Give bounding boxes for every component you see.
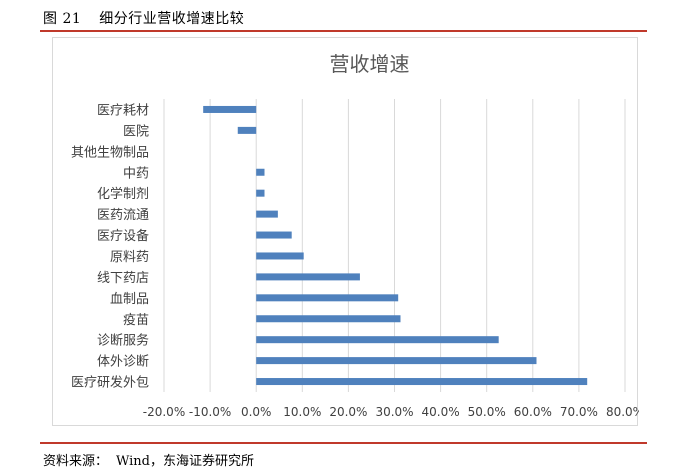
category-label: 疫苗 — [123, 312, 149, 328]
category-label: 体外诊断 — [97, 355, 149, 370]
category-label: 化学制剂 — [97, 186, 149, 202]
source-note: 资料来源： Wind，东海证券研究所 — [43, 450, 262, 469]
figure-number: 图 21 — [43, 11, 82, 27]
bar — [203, 105, 257, 113]
bar — [256, 336, 499, 344]
figure-caption: 细分行业营收增速比较 — [99, 11, 245, 27]
category-label: 医院 — [123, 124, 149, 139]
bar — [256, 378, 588, 386]
category-label: 诊断服务 — [97, 333, 149, 349]
category-label: 医疗耗材 — [97, 103, 149, 118]
bar — [237, 126, 257, 134]
chart-title: 营收增速 — [330, 52, 410, 76]
x-tick-label: 0.0% — [241, 405, 272, 419]
category-label: 医疗研发外包 — [71, 375, 149, 391]
x-tick-label: 80.0% — [606, 405, 639, 419]
x-tick-label: 30.0% — [375, 405, 413, 419]
bar — [256, 252, 304, 260]
x-tick-label: 50.0% — [468, 405, 506, 419]
x-tick-label: 40.0% — [422, 405, 460, 419]
bar — [256, 357, 537, 365]
bar — [256, 273, 360, 281]
category-label: 原料药 — [110, 250, 149, 265]
bar — [256, 210, 278, 218]
category-label: 线下药店 — [97, 271, 149, 286]
source-label: 资料来源： — [43, 454, 109, 469]
x-tick-label: 70.0% — [560, 405, 598, 419]
top-rule — [40, 30, 647, 32]
bar — [256, 168, 265, 176]
source-text: Wind，东海证券研究所 — [116, 454, 255, 469]
category-label: 医药流通 — [97, 208, 149, 223]
x-tick-label: 60.0% — [514, 405, 552, 419]
bottom-rule — [40, 442, 647, 444]
bar — [256, 189, 265, 197]
figure-header: 图 21 细分行业营收增速比较 — [43, 8, 244, 28]
x-tick-label: 10.0% — [283, 405, 321, 419]
category-label: 中药 — [123, 166, 149, 181]
x-tick-label: 20.0% — [329, 405, 367, 419]
x-tick-label: -10.0% — [189, 405, 231, 419]
bar — [256, 231, 292, 239]
category-label: 医疗设备 — [97, 228, 149, 244]
bar — [256, 315, 401, 323]
category-label: 其他生物制品 — [71, 145, 149, 160]
bar-chart: 营收增速医疗耗材医院其他生物制品中药化学制剂医药流通医疗设备原料药线下药店血制品… — [71, 52, 639, 419]
chart-area: 营收增速医疗耗材医院其他生物制品中药化学制剂医药流通医疗设备原料药线下药店血制品… — [52, 37, 639, 426]
x-tick-label: -20.0% — [143, 405, 185, 419]
bar — [256, 294, 399, 302]
category-label: 血制品 — [110, 292, 149, 307]
